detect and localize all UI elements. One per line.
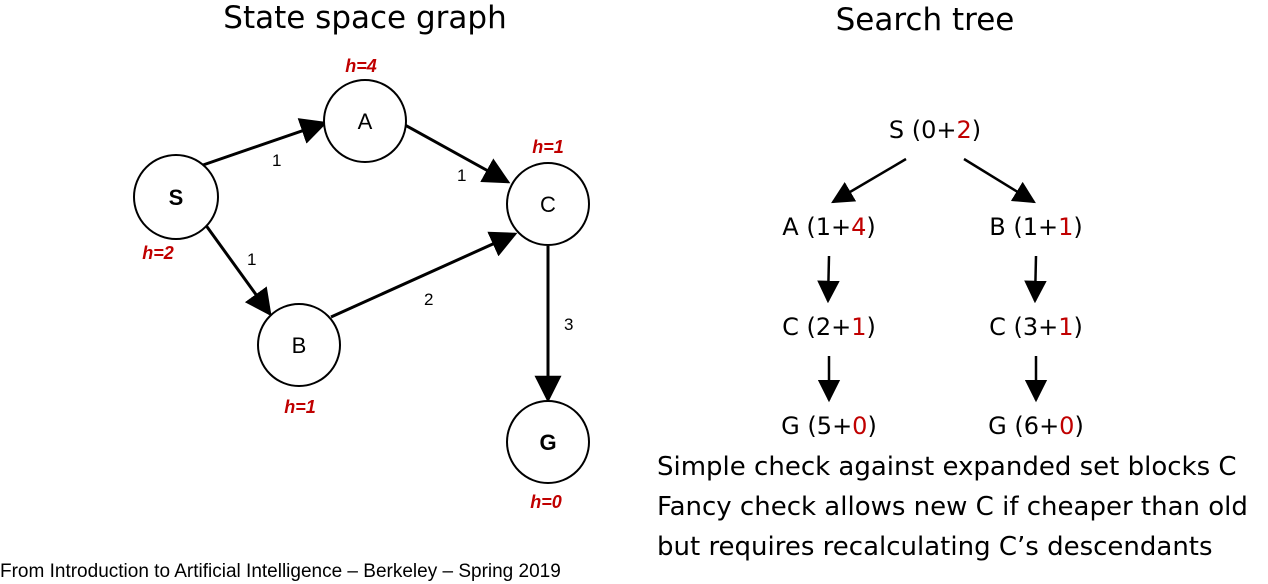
source-credit: From Introduction to Artificial Intellig… — [0, 561, 561, 582]
heuristic-s: h=2 — [142, 243, 174, 263]
tree-node-name: G — [781, 412, 800, 440]
tree-node-g: 6 — [1023, 412, 1040, 440]
heuristic-a: h=4 — [345, 56, 377, 76]
tree-node-name: G — [988, 412, 1007, 440]
tree-node-g: 2 — [815, 313, 832, 341]
edge-a-c — [404, 123, 511, 184]
edge-weight-s-b: 1 — [247, 250, 256, 269]
node-label-g: G — [539, 430, 556, 455]
edge-s-a — [202, 118, 328, 167]
node-label-b: B — [292, 333, 307, 358]
tree-node-g: 5 — [816, 412, 833, 440]
tree-node-left-1: A (1+4) — [782, 213, 876, 241]
edge-s-b — [203, 223, 272, 317]
heuristic-b: h=1 — [284, 397, 316, 417]
tree-edge-s-b — [963, 157, 1036, 204]
graph-node-a: A — [323, 79, 407, 163]
note-recalculating: but requires recalculating C’s descendan… — [657, 532, 1213, 562]
tree-node-right-2: C (3+1) — [989, 313, 1083, 341]
edge-weight-a-c: 1 — [457, 166, 466, 185]
tree-edge-b-c — [1024, 255, 1047, 304]
edge-weight-s-a: 1 — [272, 151, 281, 170]
tree-node-g: 1 — [815, 213, 831, 241]
tree-edge-a-c — [817, 255, 840, 304]
tree-node-name: C — [989, 313, 1006, 341]
tree-node-h: 1 — [1058, 313, 1074, 341]
tree-node-h: 4 — [851, 213, 867, 241]
tree-edges — [817, 157, 1048, 403]
tree-node-name: S — [888, 116, 905, 144]
graph-node-s: S — [133, 154, 219, 240]
tree-node-g: 0 — [921, 116, 937, 144]
tree-node-h: 1 — [1058, 213, 1074, 241]
tree-node-name: A — [782, 213, 799, 241]
tree-node-h: 0 — [1059, 412, 1075, 440]
tree-node-right-1: B (1+1) — [989, 213, 1083, 241]
tree-node-g: 1 — [1022, 213, 1038, 241]
note-fancy-check: Fancy check allows new C if cheaper than… — [657, 492, 1248, 522]
tree-node-h: 0 — [852, 412, 868, 440]
note-simple-check: Simple check against expanded set blocks… — [657, 452, 1237, 482]
graph-node-c: C — [506, 162, 590, 246]
graph-node-g: G — [506, 400, 590, 484]
edge-weight-b-c: 2 — [424, 290, 433, 309]
tree-node-name: C — [782, 313, 799, 341]
tree-node-g: 3 — [1022, 313, 1039, 341]
graph-node-b: B — [257, 303, 341, 387]
tree-node-h: 1 — [851, 313, 867, 341]
node-label-c: C — [540, 192, 556, 217]
tree-node-right-3: G (6+0) — [988, 412, 1084, 440]
node-label-a: A — [358, 109, 373, 134]
tree-node-left-2: C (2+1) — [782, 313, 876, 341]
tree-node-name: B — [989, 213, 1006, 241]
edge-b-c — [330, 231, 518, 319]
tree-edge-s-a — [831, 157, 907, 204]
graph-title: State space graph — [223, 0, 507, 36]
heuristic-g: h=0 — [530, 492, 562, 512]
heuristic-c: h=1 — [532, 137, 564, 157]
graph-edges — [202, 118, 562, 403]
tree-title: Search tree — [835, 2, 1015, 38]
tree-node-h: 2 — [956, 116, 972, 144]
node-label-s: S — [169, 185, 184, 210]
tree-node-left-3: G (5+0) — [781, 412, 877, 440]
edge-weight-c-g: 3 — [564, 315, 573, 334]
tree-node-root: S (0+2) — [888, 116, 982, 144]
